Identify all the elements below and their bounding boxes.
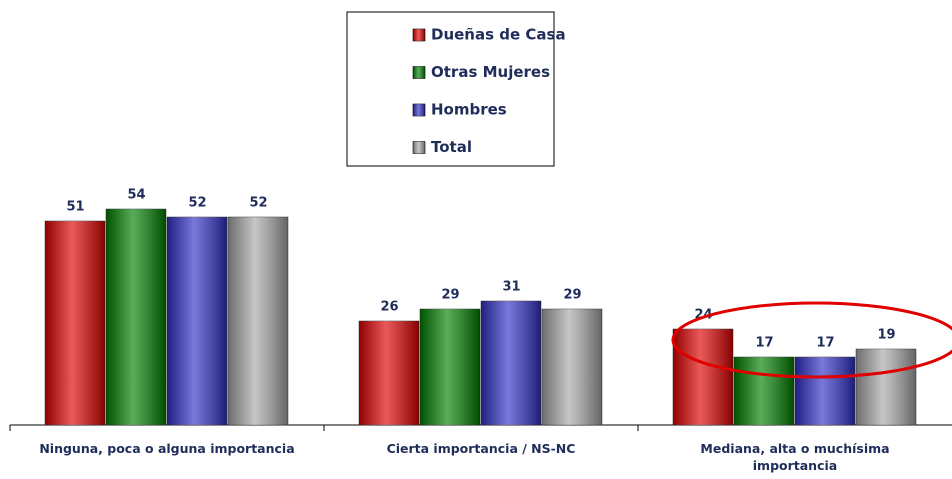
bar-shade: [734, 357, 794, 425]
value-label: 17: [755, 336, 773, 351]
value-label: 29: [563, 288, 581, 303]
bar-shade: [45, 221, 105, 425]
highlight-ellipse: [671, 301, 952, 379]
value-label: 17: [816, 336, 834, 351]
value-label: 52: [249, 196, 267, 211]
value-label: 51: [66, 200, 84, 215]
value-label: 31: [502, 280, 520, 295]
legend-label: Dueñas de Casa: [431, 26, 566, 44]
bar-shade: [795, 357, 855, 425]
bar-shade: [420, 309, 480, 425]
legend-label: Hombres: [431, 101, 507, 119]
value-label: 19: [877, 328, 895, 343]
bar-shade: [673, 329, 733, 425]
bar-shade: [359, 321, 419, 425]
legend-swatch-shade: [413, 104, 425, 116]
legend-swatch-shade: [413, 141, 425, 154]
bar-shade: [167, 217, 227, 425]
legend-box: [346, 11, 555, 167]
bar-shade: [228, 217, 288, 425]
legend-label: Otras Mujeres: [431, 63, 550, 81]
bar-shade: [542, 309, 602, 425]
value-label: 54: [127, 188, 145, 203]
bar-shade: [106, 209, 166, 425]
value-label: 26: [380, 300, 398, 315]
legend-swatch-shade: [413, 29, 425, 41]
legend-label: Total: [431, 138, 472, 156]
x-tick-label: Ninguna, poca o alguna importancia: [39, 441, 295, 456]
value-label: 52: [188, 196, 206, 211]
x-tick-label: Mediana, alta o muchísima importancia: [700, 441, 890, 473]
bar-shade: [856, 349, 916, 425]
value-label: 29: [441, 288, 459, 303]
bar-shade: [481, 301, 541, 425]
legend-swatch-shade: [413, 66, 425, 79]
x-tick-label: Cierta importancia / NS-NC: [386, 441, 576, 456]
